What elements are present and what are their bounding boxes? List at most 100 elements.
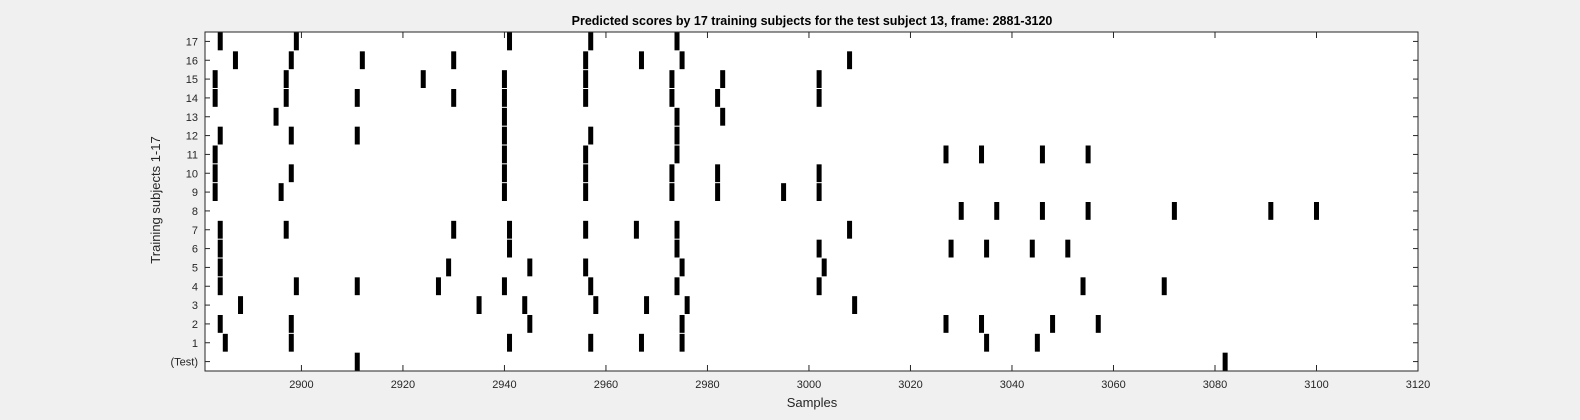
raster-mark <box>720 70 726 88</box>
raster-mark <box>720 107 726 126</box>
raster-mark <box>288 164 294 183</box>
raster-mark <box>1039 145 1045 164</box>
raster-mark <box>984 239 990 258</box>
raster-mark <box>847 220 853 239</box>
x-axis-label: Samples <box>787 395 838 410</box>
raster-mark <box>293 32 299 51</box>
raster-mark <box>588 333 594 352</box>
raster-mark <box>588 32 594 51</box>
raster-mark <box>446 258 452 277</box>
raster-mark <box>948 239 954 258</box>
raster-mark <box>583 70 589 88</box>
raster-mark <box>354 352 360 371</box>
x-tick-label: 2960 <box>594 379 618 391</box>
raster-mark <box>979 315 985 333</box>
raster-mark <box>1085 202 1091 220</box>
raster-mark <box>212 164 218 183</box>
raster-mark <box>527 315 533 333</box>
raster-mark <box>359 51 365 70</box>
raster-mark <box>816 277 822 296</box>
raster-mark <box>674 126 680 145</box>
raster-mark <box>232 51 238 70</box>
raster-mark <box>507 220 513 239</box>
x-tick-label: 3000 <box>797 379 821 391</box>
raster-mark <box>451 220 457 239</box>
y-tick-label: 4 <box>192 281 198 293</box>
raster-mark <box>217 315 223 333</box>
x-tick-label: 2940 <box>492 379 516 391</box>
raster-mark <box>679 315 685 333</box>
raster-mark <box>1039 202 1045 220</box>
raster-mark <box>212 183 218 201</box>
raster-mark <box>501 89 507 107</box>
y-tick-label: (Test) <box>171 357 199 369</box>
y-tick-label: 6 <box>192 244 198 256</box>
raster-mark <box>984 333 990 352</box>
raster-mark <box>958 202 964 220</box>
raster-mark <box>816 183 822 201</box>
raster-mark <box>674 220 680 239</box>
raster-mark <box>583 145 589 164</box>
raster-mark <box>669 183 675 201</box>
raster-mark <box>715 183 721 201</box>
y-tick-label: 11 <box>187 149 198 161</box>
y-axis-label: Training subjects 1-17 <box>148 136 163 263</box>
raster-mark <box>588 277 594 296</box>
raster-mark <box>476 296 482 314</box>
raster-marks <box>212 32 1319 371</box>
y-tick-label: 14 <box>186 93 198 105</box>
y-tick-label: 12 <box>186 131 198 143</box>
raster-mark <box>451 89 457 107</box>
raster-mark <box>283 89 289 107</box>
raster-mark <box>638 51 644 70</box>
raster-mark <box>1085 145 1091 164</box>
x-axis: 2900 2920 2940 2960 2980 3000 3020 3040 3060 3080… <box>289 32 1430 391</box>
raster-mark <box>1095 315 1101 333</box>
raster-mark <box>212 70 218 88</box>
y-tick-label: 15 <box>186 74 198 86</box>
raster-mark <box>816 70 822 88</box>
raster-mark <box>979 145 985 164</box>
raster-mark <box>293 277 299 296</box>
raster-mark <box>288 126 294 145</box>
raster-mark <box>588 126 594 145</box>
raster-mark <box>583 220 589 239</box>
raster-mark <box>715 89 721 107</box>
y-tick-label: 2 <box>192 319 198 331</box>
raster-mark <box>816 164 822 183</box>
raster-mark <box>679 258 685 277</box>
raster-mark <box>1034 333 1040 352</box>
y-tick-label: 3 <box>192 300 198 312</box>
x-tick-label: 2920 <box>391 379 415 391</box>
raster-mark <box>222 333 228 352</box>
raster-mark <box>283 70 289 88</box>
raster-mark <box>847 51 853 70</box>
raster-mark <box>501 145 507 164</box>
raster-mark <box>1065 239 1071 258</box>
raster-mark <box>1080 277 1086 296</box>
y-tick-label: 10 <box>186 168 198 180</box>
raster-mark <box>644 296 650 314</box>
raster-mark <box>238 296 244 314</box>
x-tick-label: 3080 <box>1203 379 1227 391</box>
raster-mark <box>583 89 589 107</box>
raster-mark <box>1268 202 1274 220</box>
raster-mark <box>669 70 675 88</box>
y-tick-label: 17 <box>186 36 198 48</box>
raster-mark <box>1313 202 1319 220</box>
raster-mark <box>679 51 685 70</box>
raster-mark <box>943 315 949 333</box>
raster-mark <box>217 277 223 296</box>
raster-mark <box>288 333 294 352</box>
raster-mark <box>501 164 507 183</box>
raster-mark <box>507 32 513 51</box>
raster-mark <box>715 164 721 183</box>
raster-mark <box>852 296 858 314</box>
y-tick-label: 13 <box>186 112 198 124</box>
raster-mark <box>583 183 589 201</box>
raster-mark <box>679 333 685 352</box>
raster-mark <box>420 70 426 88</box>
raster-mark <box>583 51 589 70</box>
raster-mark <box>638 333 644 352</box>
